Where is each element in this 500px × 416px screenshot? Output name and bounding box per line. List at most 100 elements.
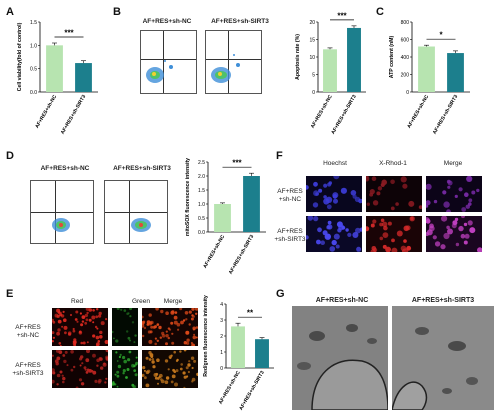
y-tick-label: 0.0: [198, 230, 205, 236]
cell-dot: [333, 198, 338, 204]
cell-dot: [164, 380, 169, 384]
cell-dot: [196, 372, 198, 376]
cell-dot: [468, 198, 473, 203]
cell-dot: [317, 227, 322, 233]
micro-f-merge-sirt3: [426, 216, 482, 252]
cell-dot: [151, 358, 155, 361]
cell-dot: [142, 374, 144, 377]
cell-dot: [191, 308, 195, 311]
cell-dot: [57, 319, 62, 324]
cell-dot: [467, 220, 473, 226]
cell-dot: [103, 362, 106, 365]
cell-dot: [156, 358, 160, 362]
cell-dot: [122, 355, 126, 360]
panel-letter-g: G: [276, 288, 285, 300]
cell-dot: [327, 220, 332, 225]
cell-dot: [194, 308, 198, 311]
cell-dot: [52, 336, 55, 339]
cell-dot: [340, 187, 347, 194]
bar-chart-d: 0.0 0.5 1.0 1.5 2.0 2.5 mitoSOX fluorescence i…: [185, 158, 266, 276]
panel-letter-b: B: [113, 6, 121, 18]
cell-dot: [134, 373, 138, 377]
cell-dot: [312, 202, 319, 208]
cell-dot: [104, 381, 107, 384]
cell-dot: [62, 354, 66, 357]
cell-dot: [191, 377, 196, 382]
tem-image-nc: [292, 306, 388, 410]
cell-dot: [185, 318, 188, 321]
cell-dot: [54, 359, 59, 364]
panel-letter-a: A: [6, 6, 14, 18]
cell-dot: [326, 204, 332, 210]
micro-f-hoechst-sirt3: [306, 216, 362, 252]
cell-dot: [463, 222, 468, 227]
cell-dot: [385, 246, 391, 252]
cell-dot: [56, 383, 59, 386]
y-tick-label: 2: [220, 334, 223, 340]
cell-dot: [391, 238, 395, 243]
cell-dot: [165, 311, 169, 315]
bar: [231, 326, 245, 368]
panel-f-row-sirt3: AF+RES +sh-SIRT3: [274, 228, 306, 243]
cell-dot: [80, 323, 84, 327]
cell-dot: [183, 386, 186, 388]
cell-dot: [446, 225, 450, 230]
cell-dot: [190, 317, 194, 321]
cell-dot: [180, 320, 184, 325]
cell-dot: [418, 205, 422, 209]
cell-dot: [92, 321, 95, 324]
cell-dot: [174, 311, 178, 314]
cell-dot: [195, 326, 198, 329]
cell-dot: [195, 312, 198, 315]
cell-dot: [97, 340, 101, 343]
cell-dot: [426, 183, 432, 190]
cell-dot: [173, 315, 178, 320]
cell-dot: [452, 220, 458, 226]
cell-dot: [80, 355, 84, 359]
cell-dot: [133, 341, 136, 344]
cell-dot: [180, 363, 183, 366]
cell-dot: [159, 378, 163, 381]
cell-dot: [165, 334, 169, 338]
y-tick-label: 800: [401, 20, 410, 26]
cell-dot: [332, 194, 338, 199]
cell-dot: [173, 320, 178, 325]
cell-dot: [471, 190, 476, 195]
panel-e-col-merge: Merge: [163, 298, 183, 305]
cell-dot: [306, 185, 309, 190]
cell-dot: [91, 315, 96, 320]
cell-dot: [316, 239, 321, 245]
cell-dot: [64, 350, 68, 354]
cell-dot: [454, 217, 459, 222]
panel-f-col-merge: Merge: [443, 160, 463, 167]
cell-dot: [56, 356, 61, 361]
cell-dot: [173, 350, 176, 354]
cell-dot: [92, 353, 96, 358]
cell-dot: [185, 330, 190, 335]
cell-dot: [318, 188, 323, 193]
cell-dot: [52, 371, 56, 375]
cell-dot: [477, 247, 482, 252]
cell-dot: [142, 334, 145, 338]
panel-e-col-red: Red: [71, 298, 83, 305]
cell-dot: [171, 341, 175, 345]
cell-dot: [70, 368, 74, 372]
cell-dot: [69, 313, 73, 317]
cell-dot: [79, 364, 82, 367]
cell-dot: [56, 331, 60, 336]
cell-dot: [307, 216, 314, 221]
panel-g-right-label: AF+RES+sh-SIRT3: [411, 297, 475, 304]
y-tick-label: 1: [220, 350, 223, 356]
y-tick-label: 0.0: [30, 90, 37, 96]
cell-dot: [133, 369, 137, 372]
tem-image-sirt3: [392, 306, 494, 410]
cell-dot: [442, 190, 447, 195]
cell-dot: [114, 383, 117, 386]
cell-dot: [371, 176, 377, 181]
cell-dot: [95, 315, 99, 319]
cell-dot: [461, 207, 467, 212]
cell-dot: [116, 385, 119, 388]
cell-dot: [345, 228, 349, 232]
cell-dot: [354, 196, 361, 203]
cell-dot: [396, 230, 403, 237]
